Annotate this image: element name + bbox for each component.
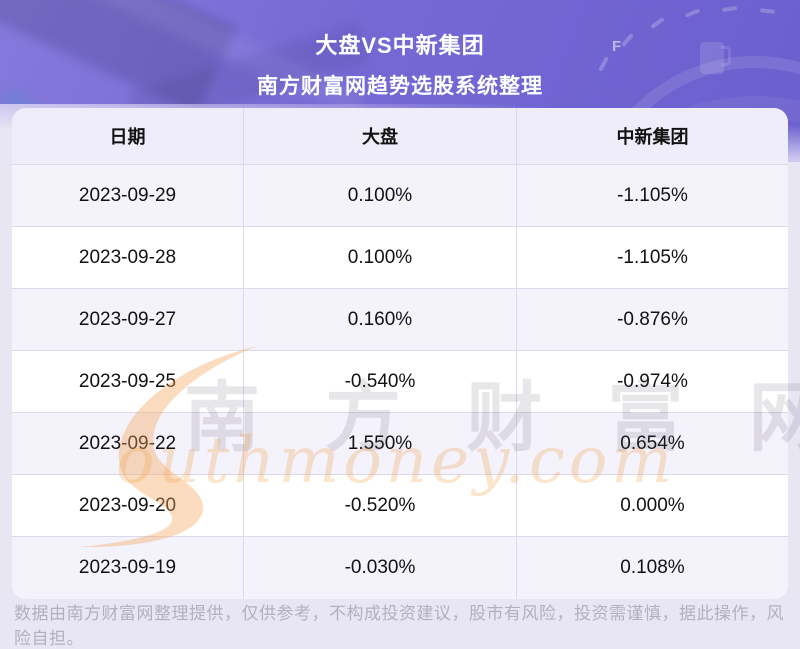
- gauge-full-label: F: [612, 38, 622, 55]
- date-cell: 2023-09-27: [12, 289, 244, 351]
- fuel-pump-icon: [700, 42, 731, 74]
- table-row: 2023-09-27 0.160% -0.876%: [12, 289, 788, 351]
- comparison-table: 日期 大盘 中新集团 2023-09-29 0.100% -1.105% 202…: [12, 108, 788, 599]
- column-header-date: 日期: [12, 108, 244, 165]
- column-header-stock: 中新集团: [517, 108, 788, 165]
- market-cell: 0.100%: [244, 227, 517, 289]
- stock-cell: 0.654%: [517, 413, 788, 475]
- date-cell: 2023-09-25: [12, 351, 244, 413]
- stock-cell: -1.105%: [517, 227, 788, 289]
- stock-cell: -1.105%: [517, 165, 788, 227]
- stock-cell: -0.876%: [517, 289, 788, 351]
- column-header-market: 大盘: [244, 108, 517, 165]
- date-cell: 2023-09-19: [12, 537, 244, 599]
- page-subtitle: 南方财富网趋势选股系统整理: [257, 75, 543, 98]
- page-title: 大盘VS中新集团: [315, 33, 485, 58]
- table-row: 2023-09-29 0.100% -1.105%: [12, 165, 788, 227]
- market-cell: 0.100%: [244, 165, 517, 227]
- title-block: 大盘VS中新集团 南方财富网趋势选股系统整理: [0, 0, 800, 100]
- table-row: 2023-09-19 -0.030% 0.108%: [12, 537, 788, 599]
- table-row: 2023-09-28 0.100% -1.105%: [12, 227, 788, 289]
- date-cell: 2023-09-22: [12, 413, 244, 475]
- stock-cell: 0.108%: [620, 557, 685, 578]
- stock-cell: 0.000%: [517, 475, 788, 537]
- date-cell: 2023-09-28: [12, 227, 244, 289]
- table-row: 2023-09-22 1.550% 0.654%: [12, 413, 788, 475]
- table-row: 2023-09-20 -0.520% 0.000%: [12, 475, 788, 537]
- table-header-row: 日期 大盘 中新集团: [12, 108, 788, 165]
- date-cell: 2023-09-29: [12, 165, 244, 227]
- disclaimer-text: 数据由南方财富网整理提供，仅供参考，不构成投资建议，股市有风险，投资需谨慎，据此…: [14, 603, 784, 648]
- market-cell: 0.160%: [244, 289, 517, 351]
- footer: 数据由南方财富网整理提供，仅供参考，不构成投资建议，股市有风险，投资需谨慎，据此…: [0, 601, 800, 648]
- stock-cell: -0.974%: [517, 351, 788, 413]
- market-cell: -0.030%: [244, 537, 517, 599]
- table-row: 2023-09-25 -0.540% -0.974%: [12, 351, 788, 413]
- market-cell: -0.520%: [244, 475, 517, 537]
- market-cell: 1.550%: [244, 413, 517, 475]
- market-cell: -0.540%: [244, 351, 517, 413]
- date-cell: 2023-09-20: [12, 475, 244, 537]
